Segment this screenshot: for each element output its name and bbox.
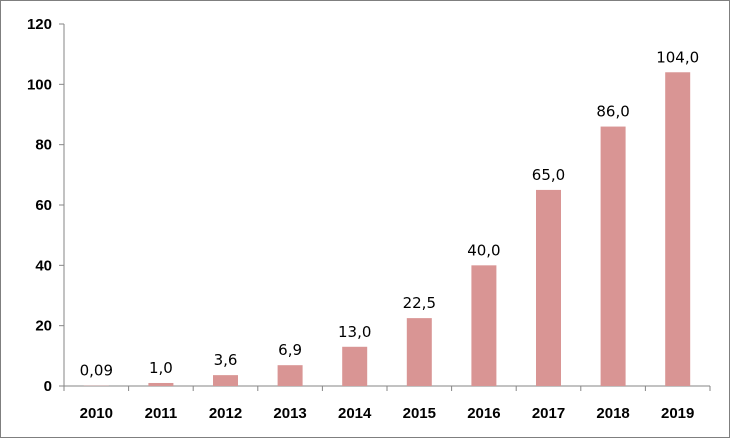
data-label: 3,6 [214,351,238,369]
bar [471,265,497,386]
x-tick-label: 2019 [661,405,694,422]
y-tick-label: 120 [27,16,52,33]
x-tick-label: 2016 [467,405,500,422]
x-tick-label: 2010 [80,405,113,422]
data-label: 1,0 [149,359,173,377]
y-tick-label: 60 [35,197,52,214]
data-label: 65,0 [532,166,565,184]
x-tick-label: 2017 [532,405,565,422]
bar [536,189,561,386]
data-label: 22,5 [403,294,436,312]
data-label: 104,0 [656,48,699,66]
x-tick-label: 2013 [273,405,306,422]
x-tick-label: 2015 [403,405,436,422]
data-label: 86,0 [596,103,629,121]
bar [600,126,626,387]
bar [406,318,432,386]
x-tick-label: 2014 [338,405,372,422]
bar [342,346,368,386]
data-label: 40,0 [467,241,500,259]
y-tick-label: 100 [27,76,52,93]
bar [277,365,303,386]
bar [665,72,691,387]
bar [213,375,238,386]
data-label: 0,09 [80,362,113,380]
data-label: 6,9 [278,341,302,359]
bar [148,382,174,386]
x-tick-label: 2011 [145,405,178,422]
y-tick-label: 0 [44,378,52,395]
x-tick-label: 2012 [209,405,242,422]
y-tick-label: 40 [35,257,52,274]
y-tick-label: 20 [35,318,52,335]
data-label: 13,0 [338,323,371,341]
x-tick-label: 2018 [596,405,629,422]
y-tick-label: 80 [35,137,52,154]
